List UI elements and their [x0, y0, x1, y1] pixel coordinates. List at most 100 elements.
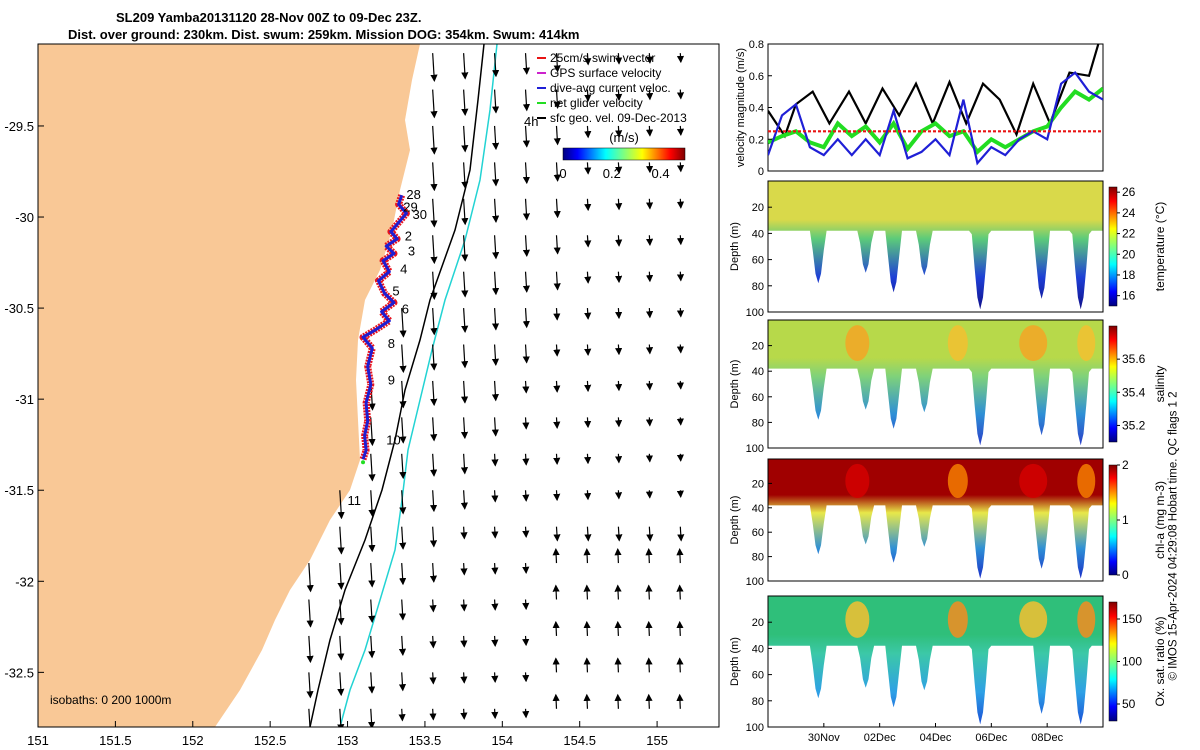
section-feature [1019, 325, 1048, 361]
velocity-vector [615, 235, 623, 247]
velocity-vector [676, 308, 685, 318]
velocity-vector [522, 526, 530, 538]
section-frame [767, 180, 1104, 313]
section-ytick-label: 100 [746, 576, 764, 588]
velocity-ytick-label: 0.2 [749, 134, 764, 146]
velocity-vector [584, 125, 592, 139]
map-ytick-label: -30 [15, 210, 34, 225]
velocity-vector [461, 308, 469, 333]
velocity-vector [615, 344, 623, 356]
velocity-vector [491, 599, 499, 611]
velocity-vector [645, 53, 654, 64]
velocity-vector [614, 620, 622, 636]
colorbar-tick-label: 0.2 [603, 166, 621, 181]
section-ytick-label: 20 [752, 478, 764, 490]
velocity-vector [614, 693, 622, 709]
time-tick-label: 06Dec [975, 732, 1007, 744]
velocity-vector [645, 657, 653, 673]
velocity-vector [306, 672, 314, 699]
velocity-vector [522, 198, 531, 221]
section-colorbar-tick-label: 0 [1122, 568, 1129, 582]
velocity-vector [676, 693, 684, 709]
temperature-section [768, 181, 1103, 310]
velocity-vector [677, 526, 685, 542]
velocity-vector [553, 453, 561, 466]
velocity-vector [398, 672, 407, 692]
velocity-vector [583, 548, 591, 564]
section-ytick-label: 60 [752, 255, 764, 267]
velocity-vector [368, 453, 376, 482]
day-label: 8 [388, 336, 395, 351]
velocity-vector [461, 198, 469, 226]
velocity-vector [676, 620, 684, 636]
section-feature [1019, 463, 1048, 499]
velocity-vector [553, 89, 561, 109]
geostrophic-velocity-vectors [306, 53, 685, 727]
velocity-vector [491, 380, 499, 402]
velocity-vector [337, 526, 345, 555]
velocity-vector [522, 417, 530, 430]
velocity-vector [337, 490, 345, 520]
section-feature [947, 601, 968, 638]
section-colorbar [1108, 325, 1118, 443]
map-ytick-label: -32.5 [4, 665, 34, 680]
velocity-vector [645, 125, 654, 137]
velocity-vector [306, 635, 314, 664]
velocity-vector [368, 672, 376, 694]
section-feature [1077, 463, 1096, 499]
day-label: 4 [400, 261, 407, 276]
velocity-vector [522, 490, 530, 502]
velocity-vector [368, 635, 376, 659]
velocity-vector [645, 162, 654, 174]
velocity-vector [460, 526, 468, 540]
velocity-vector [645, 308, 654, 319]
velocity-vector [583, 620, 591, 636]
velocity-vector [430, 453, 438, 477]
section-ytick-label: 20 [752, 617, 764, 629]
section-ytick-label: 80 [752, 281, 764, 293]
velocity-vector [461, 162, 469, 189]
section-ytick-label: 40 [752, 228, 764, 240]
velocity-vector [430, 162, 438, 192]
velocity-vector [645, 693, 653, 709]
velocity-panel-frame [767, 43, 1104, 172]
section-ytick-label: 60 [752, 527, 764, 539]
velocity-vector [614, 380, 623, 392]
velocity-vector [646, 526, 654, 542]
velocity-vector [461, 271, 469, 298]
day-label: 4h [524, 114, 538, 129]
section-feature [1019, 601, 1048, 638]
velocity-vector [491, 708, 499, 720]
velocity-vector [553, 417, 561, 429]
section-ytick-label: 20 [752, 202, 764, 214]
velocity-vector [645, 584, 653, 600]
velocity-vector [398, 635, 407, 657]
velocity-ytick-label: 0 [758, 166, 764, 178]
velocity-ytick-label: 0.8 [749, 39, 764, 51]
velocity-vector [645, 89, 654, 101]
velocity-vector [522, 125, 531, 148]
velocity-vector [615, 198, 623, 211]
velocity-vector [553, 198, 561, 219]
legend-entry: GPS surface velocity [550, 66, 661, 80]
salinity-section [768, 320, 1103, 446]
velocity-vector [460, 417, 469, 440]
velocity-vector [429, 490, 438, 513]
velocity-vector [429, 563, 438, 583]
velocity-vector [522, 599, 530, 611]
map-ytick-label: -31 [15, 392, 34, 407]
section-colorbar-tick-label: 50 [1122, 697, 1136, 711]
day-label: 6 [402, 302, 409, 317]
velocity-vector [460, 563, 468, 576]
velocity-vector [584, 53, 592, 66]
velocity-vector [522, 235, 531, 258]
velocity-vector [676, 235, 685, 246]
velocity-vector [553, 344, 561, 357]
time-tick-label: 08Dec [1031, 732, 1063, 744]
velocity-vector [584, 344, 592, 357]
map-xtick-label: 152.5 [254, 733, 287, 748]
section-colorbar-tick-label: 35.2 [1122, 418, 1146, 432]
time-tick-label: 02Dec [864, 732, 896, 744]
